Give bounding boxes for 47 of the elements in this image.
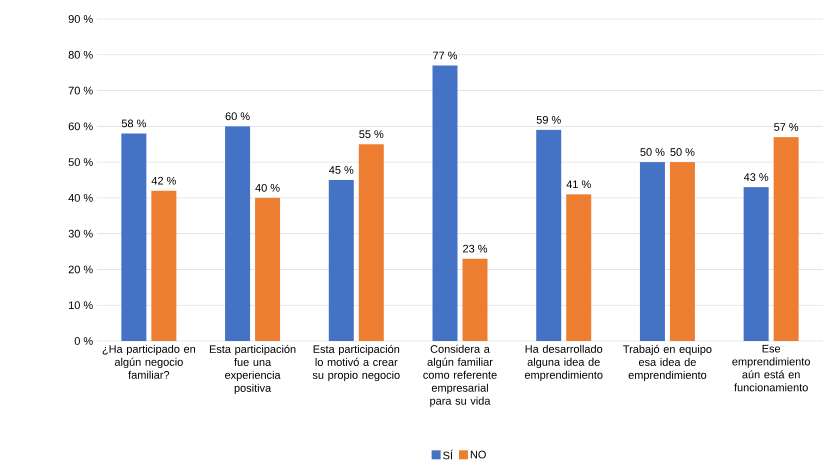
bar [536,130,562,341]
bar [462,258,488,341]
data-label: 57 % [774,123,798,131]
x-tick-label: Ha desarrollado alguna idea de emprendimiento [524,344,603,381]
x-tick-label: Esta participación fue una experiencia positiva [210,344,296,394]
y-tick-label: 80 % [68,50,93,59]
data-label: 60 % [226,112,250,120]
y-tick-label: 0 % [74,337,93,345]
x-tick-label: Esta participación lo motivó a crear su propio negocio [312,344,400,382]
x-tick-label: Trabajó en equipo esa idea de emprendimiento [623,344,712,382]
y-tick-label: 50 % [68,158,93,166]
data-label: 41 % [566,180,591,188]
bar [640,162,665,341]
data-label: 50 % [640,148,665,156]
data-label: 50 % [670,148,695,156]
y-tick-label: 30 % [68,230,93,238]
x-tick-label: Considera a algún familiar como referente empresarial para su vida [423,344,497,407]
bar [566,194,592,341]
data-label: 77 % [433,52,458,60]
data-label: 43 % [744,173,768,181]
legend-label: SÍ [443,450,453,460]
data-label: 40 % [255,184,280,192]
bar [670,162,695,341]
legend-label: NO [470,450,486,458]
bar [255,198,280,341]
bar [744,187,769,341]
x-tick-label: Ese emprendimiento aún está en funcionamiento [732,344,810,392]
bar [774,137,799,341]
bar [358,144,384,341]
data-label: 42 % [152,176,176,185]
bar [328,180,354,341]
x-tick-label: ¿Ha participado en algún negocio familiar? [102,344,196,379]
data-label: 23 % [463,244,488,253]
bar [151,190,176,341]
y-tick-label: 10 % [69,301,93,310]
bar [121,133,146,341]
data-label: 59 % [536,116,561,124]
data-label: 58 % [122,120,146,128]
bar [432,66,458,341]
y-tick-label: 60 % [68,122,93,130]
data-label: 45 % [329,166,354,174]
y-tick-label: 70 % [68,86,93,94]
data-label: 55 % [359,130,384,138]
y-tick-label: 90 % [68,15,93,23]
bar [225,126,250,341]
y-tick-label: 40 % [68,194,93,202]
y-tick-label: 20 % [68,266,93,274]
